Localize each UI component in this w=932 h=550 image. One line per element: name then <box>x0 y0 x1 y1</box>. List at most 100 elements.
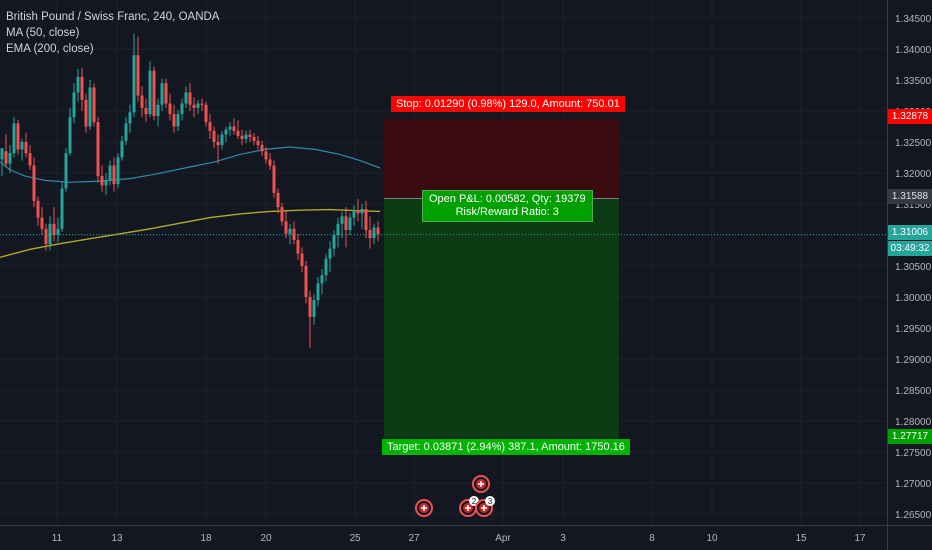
y-tick-label: 1.27500 <box>895 448 932 459</box>
candles <box>0 33 380 348</box>
y-tick-label: 1.29000 <box>895 355 932 366</box>
candle-body <box>280 207 284 222</box>
event-count: 2 <box>472 497 477 506</box>
candle-body <box>28 153 32 166</box>
candle-body <box>308 297 312 317</box>
event-count-badge <box>485 496 495 506</box>
candle-body <box>332 235 336 249</box>
candle-body <box>300 253 304 266</box>
candle-body <box>44 228 48 245</box>
x-tick-label: 17 <box>854 533 866 544</box>
candle-body <box>0 148 4 160</box>
candle-body <box>320 275 324 284</box>
candle-body <box>208 122 212 131</box>
y-tick-label: 1.28000 <box>895 417 932 428</box>
x-tick-label: 11 <box>52 533 63 544</box>
candle-body <box>260 145 264 152</box>
candle-body <box>340 216 344 224</box>
candle-body <box>48 223 52 245</box>
candle-body <box>92 87 96 123</box>
countdown-tag: 03:49:32 <box>888 241 932 256</box>
x-tick-label: 13 <box>111 533 123 544</box>
target-price-tag: 1.27717 <box>888 429 932 444</box>
x-tick-label: 3 <box>560 533 566 544</box>
candle-body <box>12 123 16 154</box>
ema200-line <box>0 208 381 258</box>
candle-body <box>268 159 272 166</box>
target-zone <box>384 198 619 439</box>
y-tick-label: 1.34000 <box>895 45 932 56</box>
target-label[interactable]: Target: 0.03871 (2.94%) 387.1, Amount: 1… <box>382 439 630 455</box>
candle-body <box>316 283 320 301</box>
candle-body <box>256 140 260 146</box>
candle-body <box>40 217 44 229</box>
pnl-label[interactable]: Open P&L: 0.00582, Qty: 19379 Risk/Rewar… <box>422 190 593 222</box>
candle-body <box>264 151 268 160</box>
candle-body <box>72 92 76 118</box>
y-tick-label: 1.28500 <box>895 386 932 397</box>
candle-body <box>156 104 160 116</box>
candle-body <box>360 208 364 214</box>
candle-body <box>180 103 184 115</box>
candle-body <box>124 123 128 141</box>
candle-body <box>100 176 104 186</box>
candle-body <box>188 92 192 105</box>
ema-legend[interactable]: EMA (200, close) <box>6 43 94 55</box>
candle-body <box>324 258 328 276</box>
event-count: 3 <box>488 497 493 506</box>
stop-label[interactable]: Stop: 0.01290 (0.98%) 129.0, Amount: 750… <box>391 96 625 112</box>
candle-body <box>52 223 56 235</box>
candle-body <box>368 230 372 239</box>
candle-body <box>220 134 224 146</box>
candle-body <box>144 107 148 115</box>
candle-body <box>224 129 228 135</box>
x-tick-label: Apr <box>495 533 511 544</box>
candle-body <box>128 112 132 124</box>
y-tick-label: 1.29500 <box>895 324 932 335</box>
pnl-line-1: Open P&L: 0.00582, Qty: 19379 <box>429 193 586 205</box>
y-tick-label: 1.30000 <box>895 293 932 304</box>
candle-body <box>76 76 80 93</box>
y-tick-label: 1.34500 <box>895 14 932 25</box>
indicator-lines <box>0 146 381 258</box>
candle-body <box>364 208 368 231</box>
candle-body <box>204 104 208 123</box>
candle-body <box>312 300 316 317</box>
y-tick-label: 1.33500 <box>895 76 932 87</box>
candle-body <box>116 157 120 185</box>
candle-body <box>344 216 348 231</box>
candle-body <box>20 142 24 150</box>
candle-body <box>184 92 188 104</box>
candle-body <box>232 126 236 131</box>
candle-body <box>356 210 360 214</box>
candle-body <box>196 103 200 108</box>
candle-body <box>140 95 144 108</box>
y-tick-label: 1.27000 <box>895 479 932 490</box>
y-tick-label: 1.30500 <box>895 262 932 273</box>
y-tick-label: 1.32500 <box>895 138 932 149</box>
candle-body <box>272 165 276 193</box>
stop-price-tag: 1.32878 <box>888 109 932 124</box>
current-price-tag: 1.31006 <box>888 225 932 240</box>
x-tick-label: 18 <box>200 533 212 544</box>
candle-body <box>276 192 280 208</box>
x-tick-label: 8 <box>649 533 655 544</box>
candle-body <box>304 266 308 297</box>
candle-body <box>252 137 256 141</box>
candle-body <box>84 99 88 127</box>
candle-body <box>136 55 140 96</box>
candle-body <box>60 188 64 229</box>
y-tick-label: 1.26500 <box>895 510 932 521</box>
symbol-title[interactable]: British Pound / Swiss Franc, 240, OANDA <box>6 11 220 23</box>
candle-body <box>284 221 288 234</box>
candle-body <box>236 130 240 136</box>
ma-legend[interactable]: MA (50, close) <box>6 27 80 39</box>
candle-body <box>112 165 116 185</box>
y-tick-label: 1.31500 <box>895 200 932 211</box>
candle-body <box>152 70 156 116</box>
candle-body <box>104 180 108 186</box>
entry-price-tag: 1.31588 <box>888 189 932 204</box>
candle-body <box>336 223 340 235</box>
